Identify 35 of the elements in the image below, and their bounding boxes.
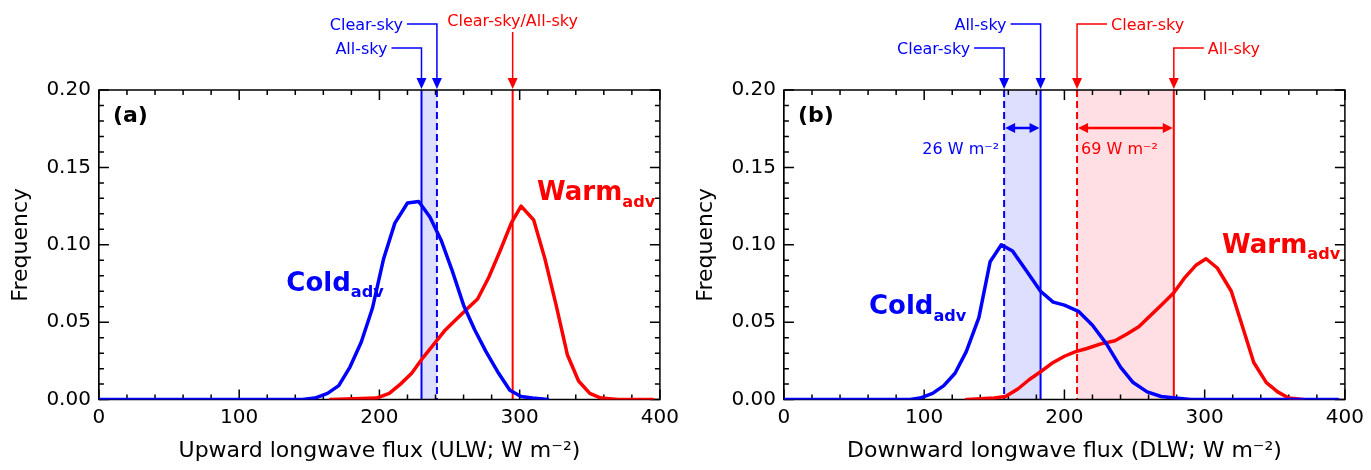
y-tick-label: 0.10: [46, 231, 91, 255]
y-tick-label: 0.10: [731, 231, 776, 255]
x-tick-label: 200: [1045, 403, 1084, 428]
ref-line-label: All-sky: [335, 39, 388, 58]
ref-line-label: Clear-sky: [897, 39, 971, 58]
ref-line-label: Clear-sky: [329, 15, 403, 34]
y-axis-title: Frequency: [691, 187, 717, 302]
y-tick-label: 0.15: [731, 153, 776, 178]
y-tick-label: 0.05: [731, 308, 776, 333]
x-axis-title: Downward longwave flux (DLW; W m⁻²): [846, 436, 1282, 462]
x-tick-label: 100: [220, 403, 259, 428]
x-tick-label: 400: [640, 403, 680, 428]
x-tick-label: 300: [500, 403, 539, 428]
ref-line-label: All-sky: [1207, 39, 1260, 58]
ref-line-label: All-sky: [954, 15, 1007, 34]
x-tick-label: 100: [905, 403, 944, 428]
x-tick-label: 400: [1325, 403, 1365, 428]
band-label: 26 W m⁻²: [922, 139, 1000, 158]
annotation: (a): [112, 102, 148, 127]
y-tick-label: 0.00: [46, 385, 91, 410]
y-tick-label: 0.20: [731, 76, 776, 101]
ref-line-label: Clear-sky: [1111, 15, 1185, 34]
annotation: (b): [797, 102, 834, 127]
y-tick-label: 0.15: [46, 153, 91, 178]
x-tick-label: 0: [777, 403, 791, 428]
x-tick-label: 300: [1185, 403, 1224, 428]
x-tick-label: 0: [92, 403, 106, 428]
y-tick-label: 0.00: [731, 385, 776, 410]
band-label: 69 W m⁻²: [1081, 139, 1158, 158]
y-axis-title: Frequency: [6, 187, 32, 302]
y-tick-label: 0.20: [46, 76, 91, 101]
y-tick-label: 0.05: [46, 308, 91, 333]
ref-line-label: Clear-sky/All-sky: [447, 11, 578, 30]
x-axis-title: Upward longwave flux (ULW; W m⁻²): [178, 436, 581, 462]
x-tick-label: 200: [360, 403, 399, 428]
